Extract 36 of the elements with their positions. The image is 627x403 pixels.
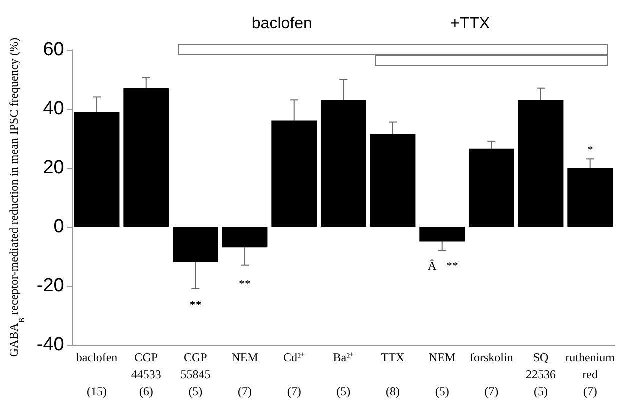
x-tick-label: SQ 22536 (5): [526, 350, 556, 398]
bar: [272, 120, 318, 227]
bar: [124, 88, 170, 227]
y-tick-label: 40: [43, 98, 64, 120]
annotation: Â: [428, 259, 438, 273]
category-label: Cd²⁺ (7): [284, 350, 306, 398]
category-label: baclofen (15): [76, 350, 118, 398]
bar: [518, 100, 564, 227]
y-tick-label: 60: [43, 40, 64, 60]
annotation: *: [587, 143, 594, 157]
bar: [568, 168, 614, 227]
bar: [468, 148, 514, 227]
bar: [172, 227, 218, 262]
annotation: **: [190, 298, 202, 312]
y-tick-label: -40: [36, 334, 64, 356]
bar: [222, 227, 268, 248]
bar: [370, 134, 416, 227]
y-tick-label: 20: [43, 158, 64, 178]
y-tick-label: -20: [36, 276, 64, 296]
text: +TTX: [450, 16, 490, 32]
annotation: **: [446, 259, 458, 273]
x-tick-label: CGP 55845 (5): [180, 350, 211, 398]
category-label: NEM (5): [429, 350, 456, 398]
x-tick-label: ruthenium red (7): [566, 350, 616, 398]
bar: [420, 227, 466, 242]
annotation: **: [239, 277, 252, 291]
text: baclofen: [252, 16, 312, 32]
category-label: NEM (7): [232, 350, 258, 398]
category-label: forskolin (7): [470, 350, 514, 398]
y-axis-title: GABAB receptor-mediated reduction in mean IPSC frequency (%): [7, 38, 26, 358]
bar: [74, 112, 120, 227]
category-label: Ba²⁺ (5): [333, 350, 354, 398]
bar: [320, 100, 366, 227]
x-tick-label: CGP 44533 (6): [131, 350, 162, 398]
category-label: TTX (8): [381, 350, 405, 398]
y-tick-label: 0: [54, 216, 64, 238]
